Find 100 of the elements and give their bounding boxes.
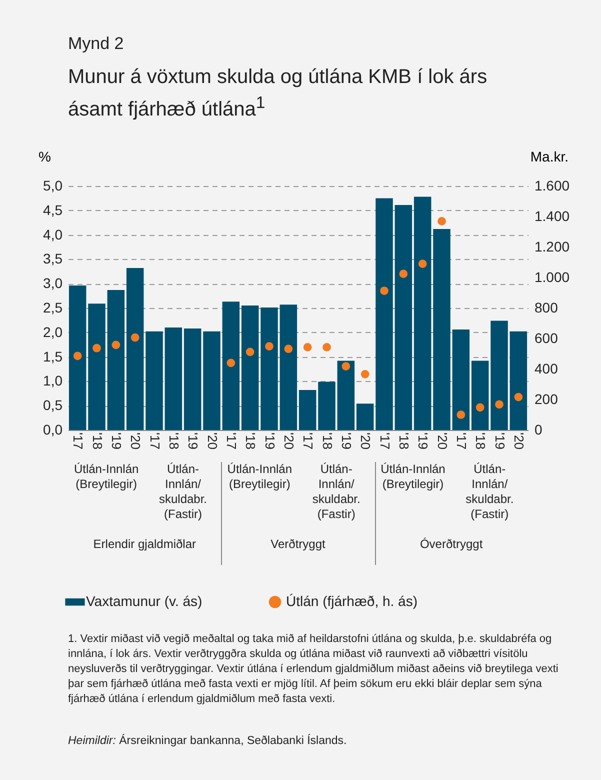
x-tick-label: '17	[224, 432, 239, 450]
bar	[203, 331, 220, 430]
y2-tick-label: 600	[534, 330, 558, 346]
x-tick-label: '20	[511, 432, 526, 450]
text: Verðtryggt	[270, 537, 326, 552]
x-tick-label: '17	[377, 432, 392, 450]
legend-label: Vaxtamunur (v. ás)	[86, 593, 202, 609]
point	[303, 343, 312, 352]
point	[342, 362, 350, 370]
y-axis-title: %	[38, 148, 51, 164]
bar	[452, 329, 470, 430]
y2-tick-label: 400	[534, 360, 558, 376]
bar	[318, 382, 336, 430]
point	[284, 344, 293, 354]
point	[112, 340, 120, 350]
bar	[280, 304, 298, 430]
y2-tick-label: 1.200	[534, 238, 570, 254]
x-tick-label: '19	[338, 432, 354, 450]
bar	[164, 328, 182, 430]
point	[265, 342, 274, 350]
bar	[146, 331, 163, 430]
bar	[490, 320, 508, 430]
y-tick-label: 1,5	[43, 348, 63, 364]
point	[226, 358, 236, 368]
x-tick-label: '17	[454, 432, 469, 450]
y2-axis-title: Ma.kr.	[530, 148, 568, 164]
point	[476, 403, 484, 412]
x-tick-label: '19	[186, 432, 201, 450]
bar	[510, 331, 528, 430]
y-tick-label: 0,5	[43, 397, 63, 414]
bar	[68, 286, 86, 430]
x-tick-label: '18	[166, 432, 182, 450]
y2-tick-label: 800	[534, 300, 558, 316]
bar	[298, 390, 316, 430]
text: Útlán-Innlán (Breytilegir)	[227, 462, 292, 492]
x-tick-label: '19	[262, 432, 278, 450]
y-tick-label: 2,0	[43, 324, 63, 340]
bar	[241, 306, 259, 430]
y2-tick-label: 200	[534, 391, 558, 407]
y-tick-label: 3,0	[43, 275, 63, 292]
x-tick-label: '18	[243, 432, 258, 450]
point	[495, 400, 504, 409]
point	[130, 333, 140, 342]
bar	[433, 228, 450, 430]
x-tick-label: '17	[300, 432, 316, 450]
chart-title: Munur á vöxtum skulda og útlána KMB í lok árs ásamt fjárhæð útlána$^{1}$	[68, 65, 488, 123]
point	[380, 286, 388, 295]
bar	[356, 404, 374, 430]
y-tick-label: 4,0	[43, 226, 63, 242]
x-tick-label: '19	[108, 432, 124, 450]
chart-subtitle: Mynd 2	[68, 34, 124, 54]
point	[399, 270, 408, 278]
x-tick-label: '19	[416, 432, 431, 450]
text: Útlán- Innlán/ skuldabr. (Fastir)	[312, 462, 360, 522]
text: Útlán- Innlán/ skuldabr. (Fastir)	[158, 462, 208, 522]
point	[73, 352, 82, 360]
bar	[88, 304, 106, 430]
text: 1. Vextir miðast við vegið meðaltal og taka mið af heildarstofni útlána og skulda, þ.e. skuldabréfa og innlána, í lok árs. Vextir verðtryggðra skulda og útlána miðast við raunvexti að viðbættri vísitölu neysluverðs til verðtryggingar. Vextir útlána í erlendum gjaldmiðlum miðast aðeins við breytilega vexti þar sem fjárhæð útlána með fasta vexti er mjög lítil. Af þeim sökum eru ekki bláir deplar sem sýna fjárhæð útlána í erlendum gjaldmiðlum með fasta vexti.	[68, 632, 560, 707]
x-tick-label: '20	[434, 432, 450, 450]
y-tick-label: 4,5	[43, 202, 63, 218]
y-tick-label: 3,5	[43, 250, 63, 267]
y-tick-label: 5,0	[43, 178, 63, 194]
point	[456, 410, 466, 419]
point	[360, 370, 370, 378]
y-tick-label: 2,5	[43, 300, 63, 316]
bar	[184, 328, 202, 430]
x-tick-label: '18	[396, 432, 412, 450]
x-tick-label: '17	[147, 432, 162, 450]
bar	[337, 360, 355, 430]
point	[246, 348, 254, 356]
x-tick-label: '18	[90, 432, 105, 450]
bar	[394, 205, 412, 430]
text: Heimildir: Ársreikningar bankanna, Seðlabanki Íslands.	[68, 735, 347, 747]
point	[418, 260, 427, 268]
x-tick-label: '20	[128, 432, 144, 450]
text: Útlán-Innlán (Breytilegir)	[380, 462, 446, 492]
bar	[376, 198, 393, 430]
y2-tick-label: 1.600	[534, 178, 570, 194]
legend-label: Útlán (fjárhæð, h. ás)	[286, 593, 418, 609]
y2-tick-label: 0	[534, 422, 542, 438]
bar	[126, 268, 144, 430]
point	[514, 392, 523, 402]
text: Útlán- Innlán/ skuldabr. (Fastir)	[466, 462, 514, 522]
point	[438, 217, 446, 226]
bar	[222, 302, 240, 430]
y-tick-label: 1,0	[43, 372, 63, 389]
y2-tick-label: 1.400	[534, 208, 570, 224]
x-tick-label: '18	[320, 432, 335, 450]
y-tick-label: 0,0	[43, 422, 63, 438]
x-tick-label: '17	[70, 432, 86, 450]
x-tick-label: '20	[358, 432, 374, 450]
x-tick-label: '20	[204, 432, 220, 450]
bar	[471, 360, 489, 430]
bar	[414, 196, 432, 430]
point	[322, 343, 331, 352]
y2-tick-label: 1.000	[534, 269, 570, 285]
text: Útlán-Innlán (Breytilegir)	[74, 462, 139, 492]
point	[92, 344, 101, 352]
text: Óverðtryggt	[420, 537, 483, 552]
x-tick-label: '18	[473, 432, 488, 450]
